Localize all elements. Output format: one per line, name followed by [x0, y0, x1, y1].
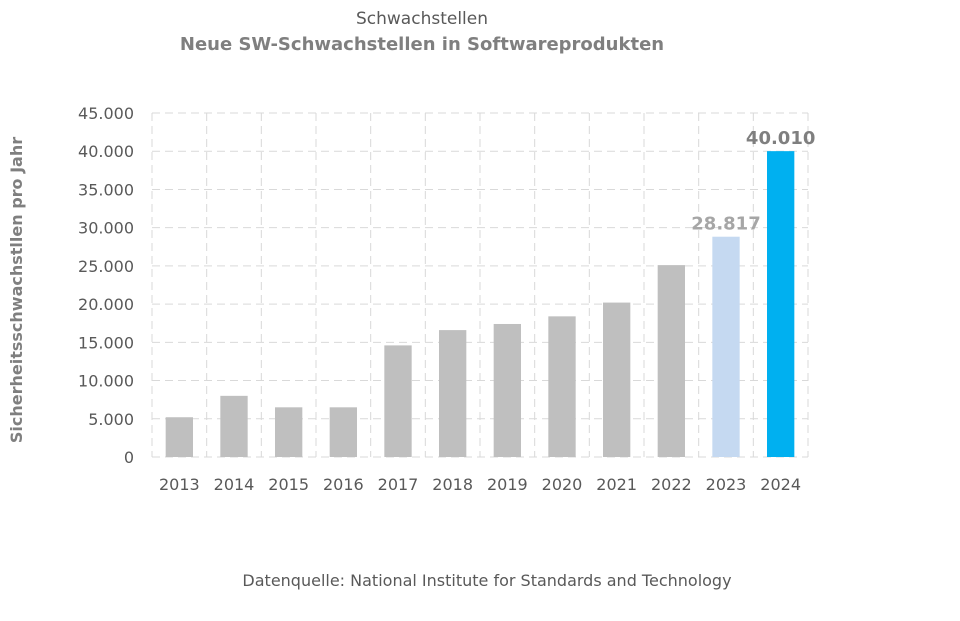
source-note: Datenquelle: National Institute for Stan…: [242, 571, 731, 590]
grid-lines: [151, 112, 809, 458]
bar-2020: [548, 316, 576, 457]
y-tick-label: 30.000: [78, 219, 134, 238]
y-tick-label: 10.000: [78, 372, 134, 391]
x-tick-label: 2021: [596, 475, 637, 494]
x-tick-label: 2020: [542, 475, 583, 494]
y-tick-label: 5.000: [88, 410, 134, 429]
data-label-2024: 40.010: [746, 128, 815, 149]
bar-2016: [329, 407, 357, 457]
x-tick-label: 2014: [214, 475, 255, 494]
bar-2018: [439, 330, 467, 457]
bar-2015: [275, 407, 303, 457]
y-axis-ticks: 0 5.000 10.000 15.000 20.000 25.000 30.000 35.0…: [78, 104, 134, 467]
y-axis-label: Sicherheitsschwachstllen pro Jahr: [7, 137, 26, 443]
data-label-2023: 28.817: [691, 214, 760, 235]
y-tick-label: 20.000: [78, 295, 134, 314]
bar-2021: [603, 302, 631, 457]
bar-2013: [165, 417, 193, 457]
y-tick-label: 15.000: [78, 333, 134, 352]
y-tick-label: 35.000: [78, 180, 134, 199]
data-labels: 28.817 40.010: [691, 128, 815, 235]
x-tick-label: 2024: [760, 475, 801, 494]
x-tick-label: 2019: [487, 475, 528, 494]
bar-2017: [384, 345, 412, 457]
x-tick-label: 2013: [159, 475, 200, 494]
x-axis-ticks: 2013 2014 2015 2016 2017 2018 2019 2020 2021 2022…: [159, 475, 801, 494]
x-tick-label: 2022: [651, 475, 692, 494]
y-tick-label: 45.000: [78, 104, 134, 123]
chart-title: Neue SW-Schwachstellen in Softwareproduk…: [180, 34, 664, 55]
x-tick-label: 2023: [706, 475, 747, 494]
x-tick-label: 2018: [432, 475, 473, 494]
x-tick-label: 2016: [323, 475, 364, 494]
x-tick-label: 2017: [378, 475, 419, 494]
bar-2024: [767, 151, 795, 457]
x-tick-label: 2015: [268, 475, 309, 494]
bar-2014: [220, 395, 248, 457]
bar-2019: [493, 323, 521, 457]
bars: [165, 151, 795, 457]
chart-pretitle: Schwachstellen: [356, 9, 488, 29]
y-tick-label: 25.000: [78, 257, 134, 276]
y-tick-label: 0: [124, 448, 134, 467]
bar-2023: [712, 236, 740, 457]
bar-2022: [657, 265, 685, 457]
y-tick-label: 40.000: [78, 142, 134, 161]
